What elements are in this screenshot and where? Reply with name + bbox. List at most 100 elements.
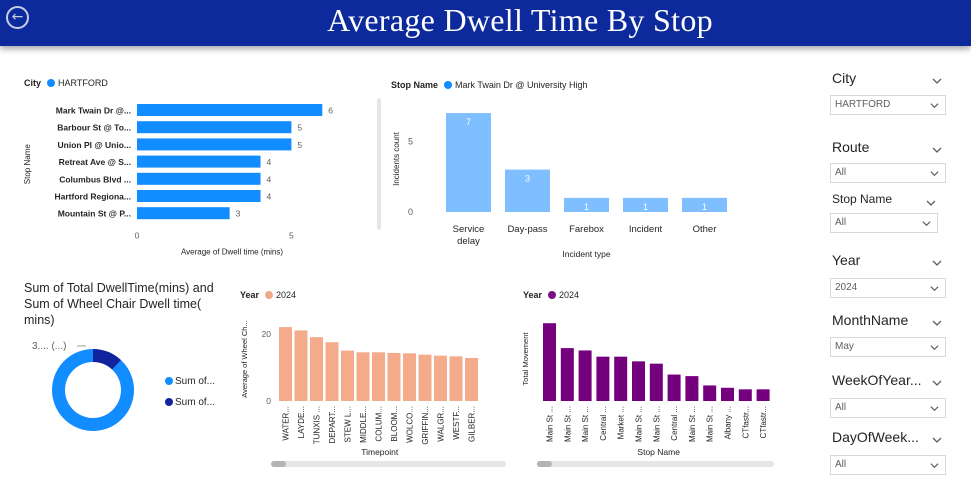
chevron-down-icon[interactable] <box>932 432 942 443</box>
bar <box>682 197 727 212</box>
chart1-legend-label: City <box>24 78 42 88</box>
legend-dot-icon <box>444 81 453 89</box>
x-tick-label: Albany ... <box>724 406 733 439</box>
y-tick-label: Retreat Ave @ S... <box>59 157 131 167</box>
legend-dot-icon <box>265 291 274 299</box>
data-label: 1 <box>643 202 648 212</box>
slicer-dropdown[interactable]: All <box>830 213 938 233</box>
legend-dot-icon <box>165 377 173 385</box>
bar <box>465 357 478 401</box>
x-tick-label: Incident <box>629 224 663 235</box>
x-tick-label: Main St ... <box>563 406 572 442</box>
dwell-donut-chart: 3.... (...) Sum of... Sum of... <box>32 341 215 431</box>
y-tick-label: 20 <box>262 329 272 339</box>
bar <box>387 352 401 401</box>
scrollbar-thumb[interactable] <box>271 461 286 467</box>
bar <box>418 354 432 401</box>
chevron-down-icon[interactable] <box>932 142 942 153</box>
x-tick-label: BLOOM... <box>390 406 399 442</box>
data-label: 6 <box>328 106 333 116</box>
bar <box>137 207 230 220</box>
x-tick-label: Main St ... <box>706 406 715 442</box>
bar <box>372 352 385 401</box>
slicer-dropdown[interactable]: All <box>830 398 946 418</box>
slicer-title: WeekOfYear... <box>832 372 922 388</box>
chevron-down-icon <box>930 284 939 293</box>
x-tick-label: Main St ... <box>581 406 590 442</box>
y-tick-label: Hartford Regiona... <box>54 192 131 202</box>
y-tick-label: 5 <box>408 136 413 146</box>
bar <box>703 385 717 401</box>
x-tick-label: CTfastr... <box>759 406 768 438</box>
data-label: 1 <box>584 202 589 212</box>
bar <box>137 138 292 151</box>
chevron-down-icon[interactable] <box>932 255 942 266</box>
y-tick-label: 0 <box>266 396 271 406</box>
bar <box>356 352 370 401</box>
slicer-dropdown[interactable]: 2024 <box>830 278 946 298</box>
chevron-down-icon[interactable] <box>932 73 942 84</box>
chevron-down-icon <box>930 101 939 110</box>
bar <box>449 356 463 401</box>
donut-data-label: 3.... (...) <box>32 341 66 352</box>
data-label: 5 <box>297 123 302 133</box>
donut-slice <box>51 349 134 431</box>
chevron-down-icon[interactable] <box>932 375 942 386</box>
bar <box>341 350 354 401</box>
x-tick-label: TUNXIS ... <box>313 406 322 444</box>
bar <box>137 172 261 185</box>
x-tick-label: Day-pass <box>507 224 547 235</box>
x-axis-title: Average of Dwell time (mins) <box>181 247 283 256</box>
chart3-legend-label: Year <box>240 290 260 300</box>
donut-legend-label: Sum of... <box>175 376 215 387</box>
slicer-value: All <box>835 217 847 228</box>
back-arrow-icon[interactable]: ← <box>6 6 29 29</box>
scrollbar-thumb[interactable] <box>537 461 552 467</box>
chart3-scrollbar[interactable] <box>271 461 506 467</box>
y-tick-label: Barbour St @ To... <box>57 123 131 133</box>
bar <box>667 374 681 401</box>
chevron-down-icon[interactable] <box>932 315 942 326</box>
slicer-dropdown[interactable]: May <box>830 337 946 357</box>
chart4-scrollbar[interactable] <box>537 461 774 467</box>
x-tick-label: WESTF... <box>452 406 461 440</box>
data-label: 4 <box>267 157 272 167</box>
x-tick-label: Main St ... <box>546 406 555 442</box>
data-label: 3 <box>236 209 241 219</box>
x-tick-label: Farebox <box>569 224 604 235</box>
chevron-down-icon <box>930 404 939 413</box>
donut-slice <box>93 349 122 370</box>
chart2-legend-item: Mark Twain Dr @ University High <box>455 80 588 90</box>
bar <box>446 113 491 212</box>
x-tick-label: 5 <box>289 230 294 240</box>
chart2-scrollbar[interactable] <box>377 98 381 230</box>
bar <box>543 323 556 401</box>
chevron-down-icon <box>930 169 939 178</box>
bar <box>596 356 610 401</box>
slicer-value: HARTFORD <box>835 99 891 110</box>
bar <box>564 197 609 212</box>
chevron-down-icon[interactable] <box>926 195 936 206</box>
bar <box>578 350 592 401</box>
y-axis-title: Total Movement <box>521 332 530 386</box>
x-tick-label: STEW L... <box>344 406 353 442</box>
slicer-dropdown[interactable]: All <box>830 163 946 183</box>
slicer-title: DayOfWeek... <box>832 429 919 445</box>
bar <box>614 356 628 401</box>
y-axis-title: Average of Wheel Ch... <box>240 320 249 397</box>
chevron-down-icon <box>922 219 931 228</box>
slicer-title: Stop Name <box>832 192 893 206</box>
chart2-legend: Stop Name Mark Twain Dr @ University Hig… <box>391 80 588 90</box>
bar <box>137 121 292 134</box>
x-tick-label: LAYDE... <box>297 406 306 438</box>
y-tick-label: Mountain St @ P... <box>58 209 131 219</box>
chart2-legend-label: Stop Name <box>391 80 439 90</box>
y-axis-title: Incidents count <box>392 131 401 186</box>
x-axis-title: Incident type <box>562 249 610 259</box>
x-tick-label: 0 <box>135 230 140 240</box>
bar <box>505 169 550 212</box>
legend-dot-icon <box>548 291 557 299</box>
slicer-dropdown[interactable]: All <box>830 455 946 475</box>
slicer-dropdown[interactable]: HARTFORD <box>830 95 946 115</box>
